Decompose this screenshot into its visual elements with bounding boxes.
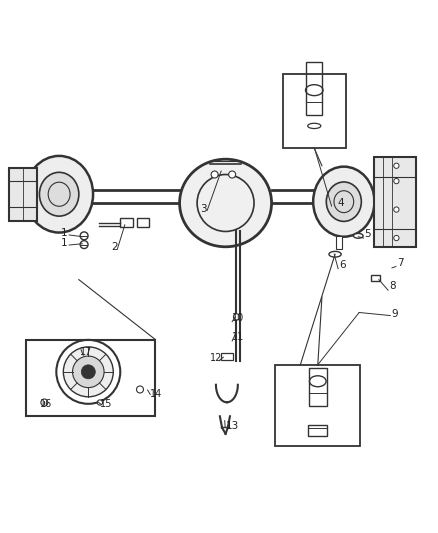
Circle shape xyxy=(80,232,88,240)
Text: 11: 11 xyxy=(232,332,244,342)
Ellipse shape xyxy=(329,252,341,257)
Bar xyxy=(371,275,380,280)
Text: 2: 2 xyxy=(111,243,117,252)
Circle shape xyxy=(394,163,399,168)
Ellipse shape xyxy=(313,167,374,237)
Text: 1: 1 xyxy=(60,228,67,238)
Bar xyxy=(308,425,327,437)
Text: 13: 13 xyxy=(226,421,239,431)
Ellipse shape xyxy=(25,156,93,232)
Circle shape xyxy=(233,314,240,320)
Bar xyxy=(307,62,322,115)
Text: 8: 8 xyxy=(389,281,396,291)
Text: 9: 9 xyxy=(391,309,398,319)
Text: 14: 14 xyxy=(150,389,162,399)
Circle shape xyxy=(97,400,102,405)
Bar xyxy=(336,236,342,249)
Text: 16: 16 xyxy=(40,399,53,409)
Bar xyxy=(275,365,360,446)
Bar xyxy=(26,340,155,416)
Text: 6: 6 xyxy=(339,260,346,270)
Text: 12: 12 xyxy=(210,353,223,362)
Bar xyxy=(9,168,37,221)
Circle shape xyxy=(81,365,95,379)
Circle shape xyxy=(80,241,88,248)
Circle shape xyxy=(394,207,399,212)
Ellipse shape xyxy=(353,233,363,238)
Ellipse shape xyxy=(326,182,361,221)
Text: 15: 15 xyxy=(100,399,112,409)
Text: 17: 17 xyxy=(80,347,92,357)
Bar xyxy=(221,353,233,360)
Text: 7: 7 xyxy=(397,257,403,268)
Text: 5: 5 xyxy=(364,229,371,239)
Circle shape xyxy=(394,236,399,241)
Text: 1: 1 xyxy=(60,238,67,248)
Ellipse shape xyxy=(180,159,272,247)
Circle shape xyxy=(73,356,104,387)
Circle shape xyxy=(41,399,48,406)
Text: 3: 3 xyxy=(201,204,207,214)
Bar xyxy=(283,74,346,148)
Bar xyxy=(309,368,327,406)
Text: 4: 4 xyxy=(337,198,344,208)
Text: 10: 10 xyxy=(232,313,244,323)
Circle shape xyxy=(64,347,113,397)
Bar xyxy=(120,219,133,227)
Circle shape xyxy=(137,386,144,393)
Circle shape xyxy=(211,171,218,178)
Bar xyxy=(137,219,149,227)
Circle shape xyxy=(394,179,399,184)
Ellipse shape xyxy=(39,172,79,216)
Circle shape xyxy=(229,171,236,178)
Bar xyxy=(374,157,416,247)
